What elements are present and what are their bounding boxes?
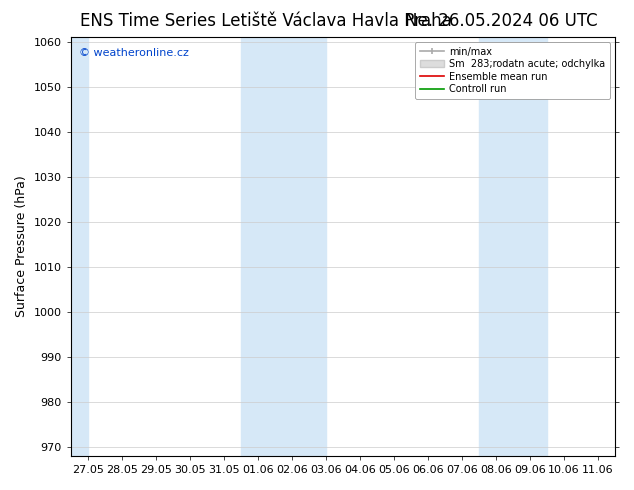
Bar — [479, 37, 547, 456]
Text: ENS Time Series Letiště Václava Havla Praha: ENS Time Series Letiště Václava Havla Pr… — [81, 12, 452, 30]
Y-axis label: Surface Pressure (hPa): Surface Pressure (hPa) — [15, 175, 28, 318]
Bar — [71, 37, 87, 456]
Bar — [241, 37, 326, 456]
Legend: min/max, Sm  283;rodatn acute; odchylka, Ensemble mean run, Controll run: min/max, Sm 283;rodatn acute; odchylka, … — [415, 42, 610, 99]
Text: Ne. 26.05.2024 06 UTC: Ne. 26.05.2024 06 UTC — [404, 12, 597, 30]
Text: © weatheronline.cz: © weatheronline.cz — [79, 48, 189, 57]
